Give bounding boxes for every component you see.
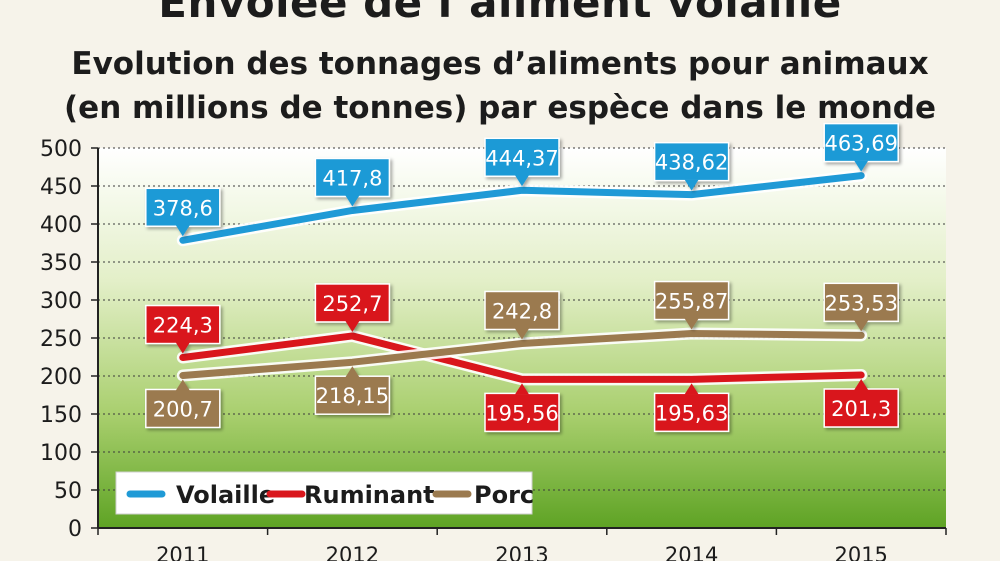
data-label-pointer [175, 379, 190, 391]
data-label-box [314, 375, 391, 415]
data-label-box [653, 280, 730, 321]
data-label-pointer [854, 379, 869, 391]
data-label-volaille: 438,62 [653, 141, 730, 191]
series-line-porc [179, 330, 865, 379]
chart-subtitle-line-1: Evolution des tonnages d’aliments pour a… [71, 46, 929, 82]
data-label-pointer [684, 318, 699, 330]
data-label-porc: 200,7 [145, 379, 221, 429]
data-label-pointer [854, 320, 869, 332]
legend-label-volaille: Volaille [176, 481, 275, 509]
y-tick-label: 300 [40, 289, 82, 314]
data-label-box [484, 137, 560, 178]
y-tick-label: 50 [54, 479, 82, 504]
y-tick-label: 350 [40, 251, 82, 276]
data-label-box [653, 392, 730, 433]
data-label-porc: 255,87 [653, 280, 730, 330]
series-line-ruminant [179, 332, 865, 383]
x-tick-label: 2015 [834, 543, 887, 561]
data-label-text: 255,87 [655, 290, 728, 314]
data-label-pointer [854, 160, 869, 172]
data-label-text: 378,6 [153, 196, 213, 220]
y-tick-label: 150 [40, 403, 82, 428]
y-tick-label: 250 [40, 327, 82, 352]
y-tick-label: 200 [40, 365, 82, 390]
data-label-pointer [175, 225, 190, 237]
data-label-pointer [515, 383, 529, 395]
y-tick-label: 450 [40, 175, 82, 200]
y-tick-label: 100 [40, 441, 82, 466]
data-label-ruminant: 195,56 [484, 383, 560, 433]
data-label-box [484, 392, 560, 433]
data-label-text: 444,37 [485, 146, 558, 170]
data-label-box [145, 388, 221, 429]
data-label-text: 463,69 [824, 132, 897, 156]
x-tick-label: 2012 [326, 543, 379, 561]
data-label-text: 195,63 [655, 401, 728, 425]
data-label-ruminant: 195,63 [653, 383, 730, 433]
data-label-pointer [515, 175, 529, 187]
data-label-porc: 242,8 [484, 290, 560, 340]
data-label-ruminant: 252,7 [314, 283, 391, 332]
legend-label-ruminant: Ruminant [304, 481, 435, 509]
data-label-porc: 218,15 [314, 366, 391, 415]
data-label-text: 224,3 [153, 314, 213, 338]
data-label-text: 242,8 [492, 299, 552, 323]
data-label-text: 417,8 [322, 166, 382, 190]
data-label-pointer [345, 195, 360, 207]
data-label-pointer [345, 320, 360, 332]
data-label-volaille: 417,8 [314, 157, 391, 207]
data-label-pointer [684, 179, 699, 191]
data-label-volaille: 378,6 [145, 187, 221, 237]
x-tick-label: 2014 [665, 543, 718, 561]
x-tick-label: 2013 [495, 543, 548, 561]
data-label-text: 218,15 [316, 384, 389, 408]
data-label-text: 252,7 [322, 292, 382, 316]
data-label-pointer [515, 328, 529, 340]
data-label-text: 201,3 [831, 397, 891, 421]
data-label-text: 195,56 [485, 401, 558, 425]
data-label-volaille: 463,69 [823, 122, 899, 172]
data-label-ruminant: 224,3 [145, 304, 221, 354]
data-label-text: 438,62 [655, 151, 728, 175]
data-label-box [653, 141, 730, 182]
chart-title: Envolée de l’aliment volaille [158, 0, 842, 27]
y-tick-label: 500 [40, 137, 82, 162]
data-label-text: 253,53 [824, 291, 897, 315]
chart-subtitle-line-2: (en millions de tonnes) par espèce dans … [64, 90, 936, 126]
data-label-pointer [684, 383, 699, 395]
legend-label-porc: Porc [474, 481, 534, 509]
series-line-volaille [179, 172, 865, 244]
x-tick-label: 2011 [156, 543, 209, 561]
data-label-volaille: 444,37 [484, 137, 560, 187]
data-label-box [145, 187, 221, 228]
data-label-box [145, 304, 221, 345]
data-label-box [823, 122, 899, 163]
data-label-text: 200,7 [153, 397, 213, 421]
data-label-pointer [175, 342, 190, 354]
data-label-ruminant: 201,3 [823, 379, 899, 428]
data-label-pointer [345, 366, 360, 378]
y-tick-label: 0 [68, 517, 82, 542]
y-tick-label: 400 [40, 213, 82, 238]
data-label-porc: 253,53 [823, 282, 899, 332]
